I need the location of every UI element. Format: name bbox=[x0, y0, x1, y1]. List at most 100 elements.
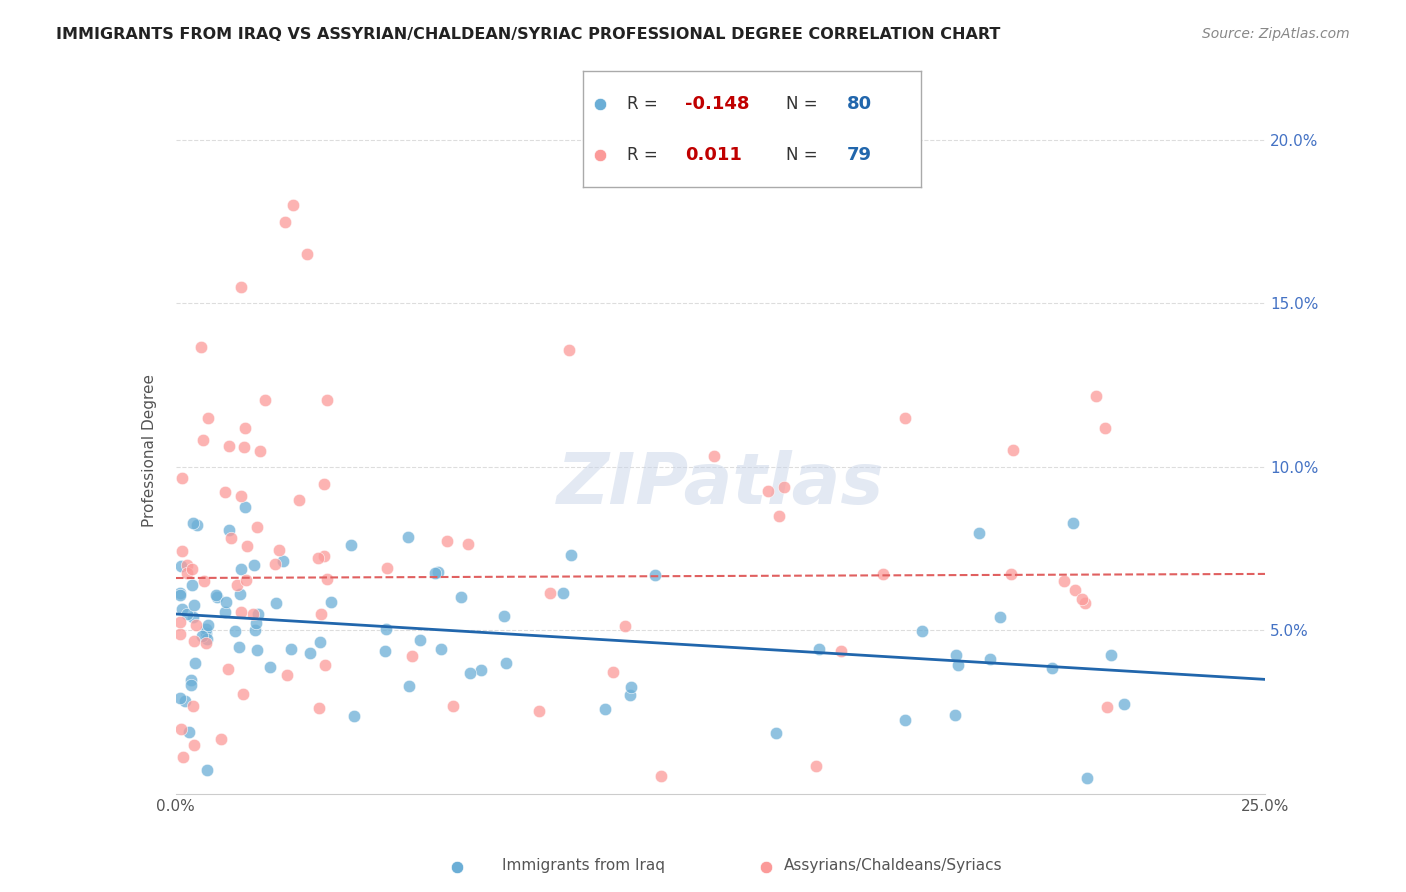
Point bbox=[495, 657, 517, 671]
Point bbox=[177, 724, 200, 739]
Point bbox=[233, 500, 256, 514]
Point bbox=[538, 586, 561, 600]
Point bbox=[423, 566, 446, 580]
Point bbox=[170, 722, 193, 736]
Point bbox=[560, 548, 582, 562]
Point bbox=[311, 607, 333, 621]
Point bbox=[441, 699, 464, 714]
Point bbox=[218, 439, 240, 453]
Point bbox=[1070, 592, 1092, 607]
Point bbox=[979, 652, 1001, 666]
Point bbox=[314, 477, 336, 491]
Point bbox=[589, 148, 612, 162]
Point bbox=[193, 574, 215, 588]
Point bbox=[209, 732, 232, 747]
Point bbox=[243, 558, 266, 572]
Point bbox=[246, 643, 269, 657]
Text: IMMIGRANTS FROM IRAQ VS ASSYRIAN/CHALDEAN/SYRIAC PROFESSIONAL DEGREE CORRELATION: IMMIGRANTS FROM IRAQ VS ASSYRIAN/CHALDEA… bbox=[56, 27, 1001, 42]
Point bbox=[808, 642, 831, 657]
Point bbox=[169, 615, 191, 629]
Point bbox=[191, 629, 214, 643]
Point bbox=[911, 624, 934, 638]
Point bbox=[205, 590, 228, 604]
Point bbox=[948, 658, 970, 673]
Point bbox=[298, 646, 321, 660]
Point bbox=[340, 538, 363, 552]
Text: Assyrians/Chaldeans/Syriacs: Assyrians/Chaldeans/Syriacs bbox=[783, 858, 1002, 872]
Point bbox=[183, 698, 205, 713]
Point bbox=[271, 554, 294, 568]
Point bbox=[945, 648, 967, 662]
Point bbox=[276, 668, 298, 682]
Point bbox=[969, 526, 991, 541]
Point bbox=[184, 618, 207, 632]
Point bbox=[194, 636, 217, 650]
Point bbox=[830, 644, 852, 658]
Point bbox=[225, 578, 247, 592]
Point bbox=[602, 665, 624, 679]
Point bbox=[768, 509, 790, 524]
Point bbox=[186, 517, 208, 532]
Point bbox=[1099, 648, 1122, 662]
Point bbox=[233, 441, 256, 455]
Text: N =: N = bbox=[786, 95, 823, 112]
Y-axis label: Professional Degree: Professional Degree bbox=[142, 374, 157, 527]
Point bbox=[224, 624, 246, 639]
Point bbox=[314, 549, 336, 563]
Point bbox=[214, 485, 236, 500]
Point bbox=[176, 607, 198, 622]
Point bbox=[375, 561, 398, 575]
Point bbox=[235, 573, 257, 587]
Point bbox=[427, 566, 450, 580]
Point bbox=[398, 679, 420, 693]
Point bbox=[527, 704, 550, 718]
Point bbox=[650, 769, 672, 783]
Point bbox=[308, 635, 330, 649]
Point bbox=[181, 578, 204, 592]
Point bbox=[1074, 595, 1097, 609]
Point bbox=[263, 557, 285, 571]
Point bbox=[176, 558, 198, 572]
Point bbox=[219, 531, 242, 545]
Point bbox=[181, 610, 204, 624]
Point bbox=[197, 618, 219, 632]
Point bbox=[374, 622, 396, 636]
Point bbox=[1095, 699, 1118, 714]
Point bbox=[172, 471, 194, 485]
Point bbox=[551, 586, 574, 600]
Point bbox=[401, 649, 423, 664]
Point bbox=[295, 247, 318, 261]
Point bbox=[172, 749, 194, 764]
Point bbox=[446, 860, 468, 874]
Point bbox=[558, 343, 581, 357]
Text: -0.148: -0.148 bbox=[685, 95, 749, 112]
Text: Immigrants from Iraq: Immigrants from Iraq bbox=[502, 858, 665, 872]
Point bbox=[430, 641, 453, 656]
Text: 80: 80 bbox=[846, 95, 872, 112]
Point bbox=[249, 443, 271, 458]
Point bbox=[229, 587, 252, 601]
Point bbox=[172, 544, 194, 558]
Point bbox=[1094, 421, 1116, 435]
Point bbox=[315, 572, 337, 586]
Point bbox=[197, 411, 219, 425]
Point bbox=[197, 632, 219, 646]
Point bbox=[274, 214, 297, 228]
Point bbox=[181, 561, 204, 575]
Point bbox=[988, 610, 1011, 624]
Point bbox=[194, 622, 217, 636]
Point bbox=[893, 714, 915, 728]
Point bbox=[269, 542, 291, 557]
Text: R =: R = bbox=[627, 95, 664, 112]
Point bbox=[245, 615, 267, 630]
Point bbox=[756, 483, 779, 498]
Point bbox=[804, 759, 827, 773]
Point bbox=[229, 562, 252, 576]
Point bbox=[1000, 566, 1022, 581]
Point bbox=[458, 665, 481, 680]
Point bbox=[773, 480, 796, 494]
Point bbox=[1053, 574, 1076, 589]
Point bbox=[195, 763, 218, 777]
Point bbox=[215, 595, 238, 609]
Point bbox=[765, 725, 787, 739]
